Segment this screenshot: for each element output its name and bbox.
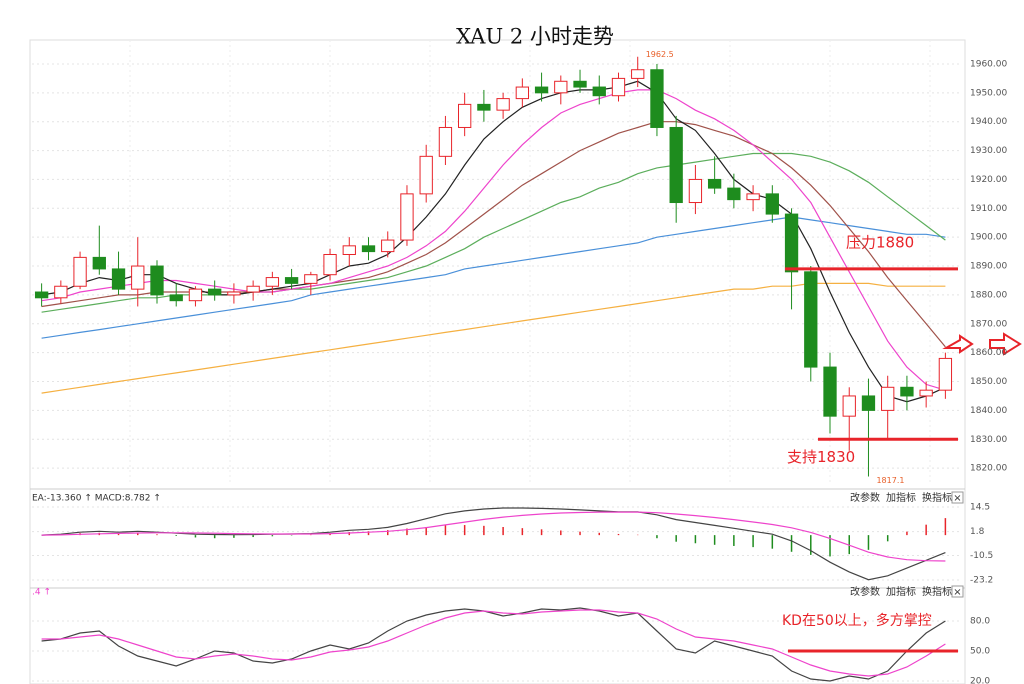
candle-body [784, 213, 799, 273]
ma-line [41, 609, 946, 677]
y-tick-label: 1890.00 [970, 262, 1007, 272]
y-tick-label: 1.8 [970, 527, 985, 537]
y-tick-label: -10.5 [970, 551, 993, 561]
candle-body [208, 288, 222, 296]
candle-body [54, 285, 68, 299]
toolbar-button[interactable]: 改参数 [850, 585, 880, 598]
candle-body [861, 395, 876, 411]
candle-body [381, 239, 395, 253]
max-label: 1962.5 [646, 50, 674, 59]
y-tick-label: 1960.00 [970, 59, 1007, 69]
candle-body [458, 103, 472, 128]
candle-body [900, 386, 914, 397]
ma-line [41, 507, 946, 581]
candle-body [342, 245, 356, 255]
candle-body [323, 253, 337, 276]
candle-body [477, 103, 491, 111]
candle-body [727, 187, 741, 201]
candle-body [804, 271, 818, 368]
candle-body [938, 357, 953, 391]
y-tick-label: 1870.00 [970, 319, 1007, 329]
arrow-icon [942, 332, 1022, 356]
candle-body [688, 178, 703, 204]
candle-body [534, 86, 549, 94]
candle-body [419, 155, 433, 195]
candle-body [554, 80, 568, 94]
toolbar-button[interactable]: 换指标 [922, 585, 952, 598]
y-tick-label: 20.0 [970, 677, 990, 684]
y-tick-label: 1860.00 [970, 348, 1007, 358]
y-tick-label: 50.0 [970, 647, 990, 657]
candle-body [265, 277, 280, 287]
y-tick-label: 1910.00 [970, 204, 1007, 214]
y-tick-label: 80.0 [970, 617, 990, 627]
toolbar-button[interactable]: 换指标 [922, 491, 952, 504]
kd-note: KD在50以上，多方掌控 [782, 612, 932, 629]
candle-body [284, 277, 299, 284]
candle-body [400, 193, 414, 241]
candle-body [111, 268, 126, 290]
y-tick-label: 1830.00 [970, 435, 1007, 445]
candle-body [515, 86, 529, 100]
y-tick-label: 1950.00 [970, 88, 1007, 98]
candle-body [592, 86, 606, 97]
candle-body [246, 285, 260, 293]
candle-body [823, 366, 837, 417]
close-box[interactable] [951, 585, 964, 598]
y-tick-label: 1880.00 [970, 290, 1007, 300]
toolbar-button[interactable]: 加指标 [886, 491, 916, 504]
candle-body [227, 291, 241, 296]
candle-body [881, 386, 895, 411]
candle-body [361, 245, 376, 253]
close-box[interactable] [951, 491, 964, 504]
candle-body [746, 193, 760, 201]
indicator-header: .4 ↑ [32, 588, 51, 598]
candle-body [150, 265, 164, 296]
candle-body [631, 69, 645, 79]
chart-title: XAU 2 小时走势 [456, 25, 614, 49]
candle-body [131, 265, 145, 290]
close-button[interactable]: × [953, 587, 961, 598]
ma-line [41, 282, 946, 394]
y-tick-label: 14.5 [970, 503, 990, 513]
candle-body [438, 126, 453, 157]
candle-body [669, 126, 683, 204]
ma-line [41, 607, 946, 682]
candle-body [169, 294, 183, 302]
level-label: 压力1880 [846, 233, 914, 251]
level-label: 支持1830 [787, 448, 855, 466]
candle-body [304, 274, 318, 284]
ma-line [41, 511, 946, 562]
toolbar-button[interactable]: 加指标 [886, 585, 916, 598]
frame [29, 39, 966, 684]
candle-body [73, 256, 87, 287]
candle-body [496, 98, 510, 111]
y-tick-label: 1940.00 [970, 117, 1007, 127]
candle-body [611, 77, 626, 97]
y-tick-label: 1900.00 [970, 233, 1007, 243]
close-button[interactable]: × [953, 493, 961, 504]
candle-body [842, 395, 856, 417]
min-label: 1817.1 [876, 476, 904, 485]
indicator-header: EA:-13.360 ↑ MACD:8.782 ↑ [32, 494, 161, 504]
y-tick-label: 1930.00 [970, 146, 1007, 156]
candle-body [650, 69, 664, 128]
y-tick-label: 1920.00 [970, 175, 1007, 185]
y-tick-label: -23.2 [970, 576, 993, 586]
candle-body [92, 256, 106, 270]
candle-body [919, 389, 933, 397]
candle-body [34, 291, 49, 299]
candle-body [765, 193, 779, 215]
y-tick-label: 1840.00 [970, 406, 1007, 416]
toolbar-button[interactable]: 改参数 [850, 491, 880, 504]
candle-body [707, 178, 722, 189]
candle-body [188, 288, 203, 302]
ma-line [41, 89, 946, 391]
y-tick-label: 1850.00 [970, 377, 1007, 387]
candle-body [573, 80, 587, 88]
y-tick-label: 1820.00 [970, 464, 1007, 474]
